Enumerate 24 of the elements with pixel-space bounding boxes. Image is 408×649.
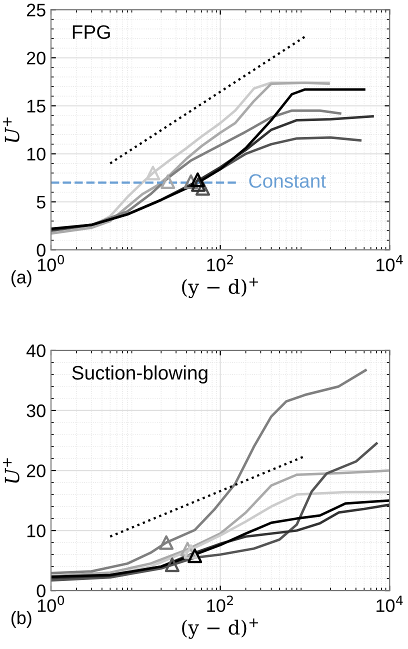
y-tick-label: 30 <box>26 404 46 418</box>
text: (b) <box>11 610 32 628</box>
y-tick-label: 0 <box>36 244 46 257</box>
x-tick-label: 10$^{2}$ <box>207 254 233 272</box>
text: (a) <box>11 270 32 288</box>
y-axis-title: U$^{+}$ <box>3 118 20 142</box>
y-tick-label: 40 <box>26 344 46 358</box>
y-tick-label: 10 <box>27 148 46 161</box>
y-tick-label: 10 <box>27 524 46 538</box>
x-tick-label: 10$^{4}$ <box>376 596 403 612</box>
series-label: Constant <box>249 174 326 188</box>
x-tick-label: 10$^{4}$ <box>376 255 403 272</box>
x-axis-title: (y − d)$^{+}$ <box>182 618 258 639</box>
y-tick-label: 0 <box>36 584 46 598</box>
annotation: Suction-blowing <box>72 365 208 384</box>
annotation: FPG <box>72 25 110 39</box>
x-axis-title: (y − d)$^{+}$ <box>182 278 258 298</box>
y-tick-label: 20 <box>26 464 46 478</box>
y-tick-label: 20 <box>26 52 46 64</box>
x-tick-label: 10$^{2}$ <box>207 596 233 612</box>
y-tick-label: 5 <box>36 196 46 209</box>
y-tick-label: 25 <box>26 4 46 16</box>
y-tick-label: 15 <box>27 100 46 113</box>
y-axis-title: U$^{+}$ <box>3 458 20 483</box>
